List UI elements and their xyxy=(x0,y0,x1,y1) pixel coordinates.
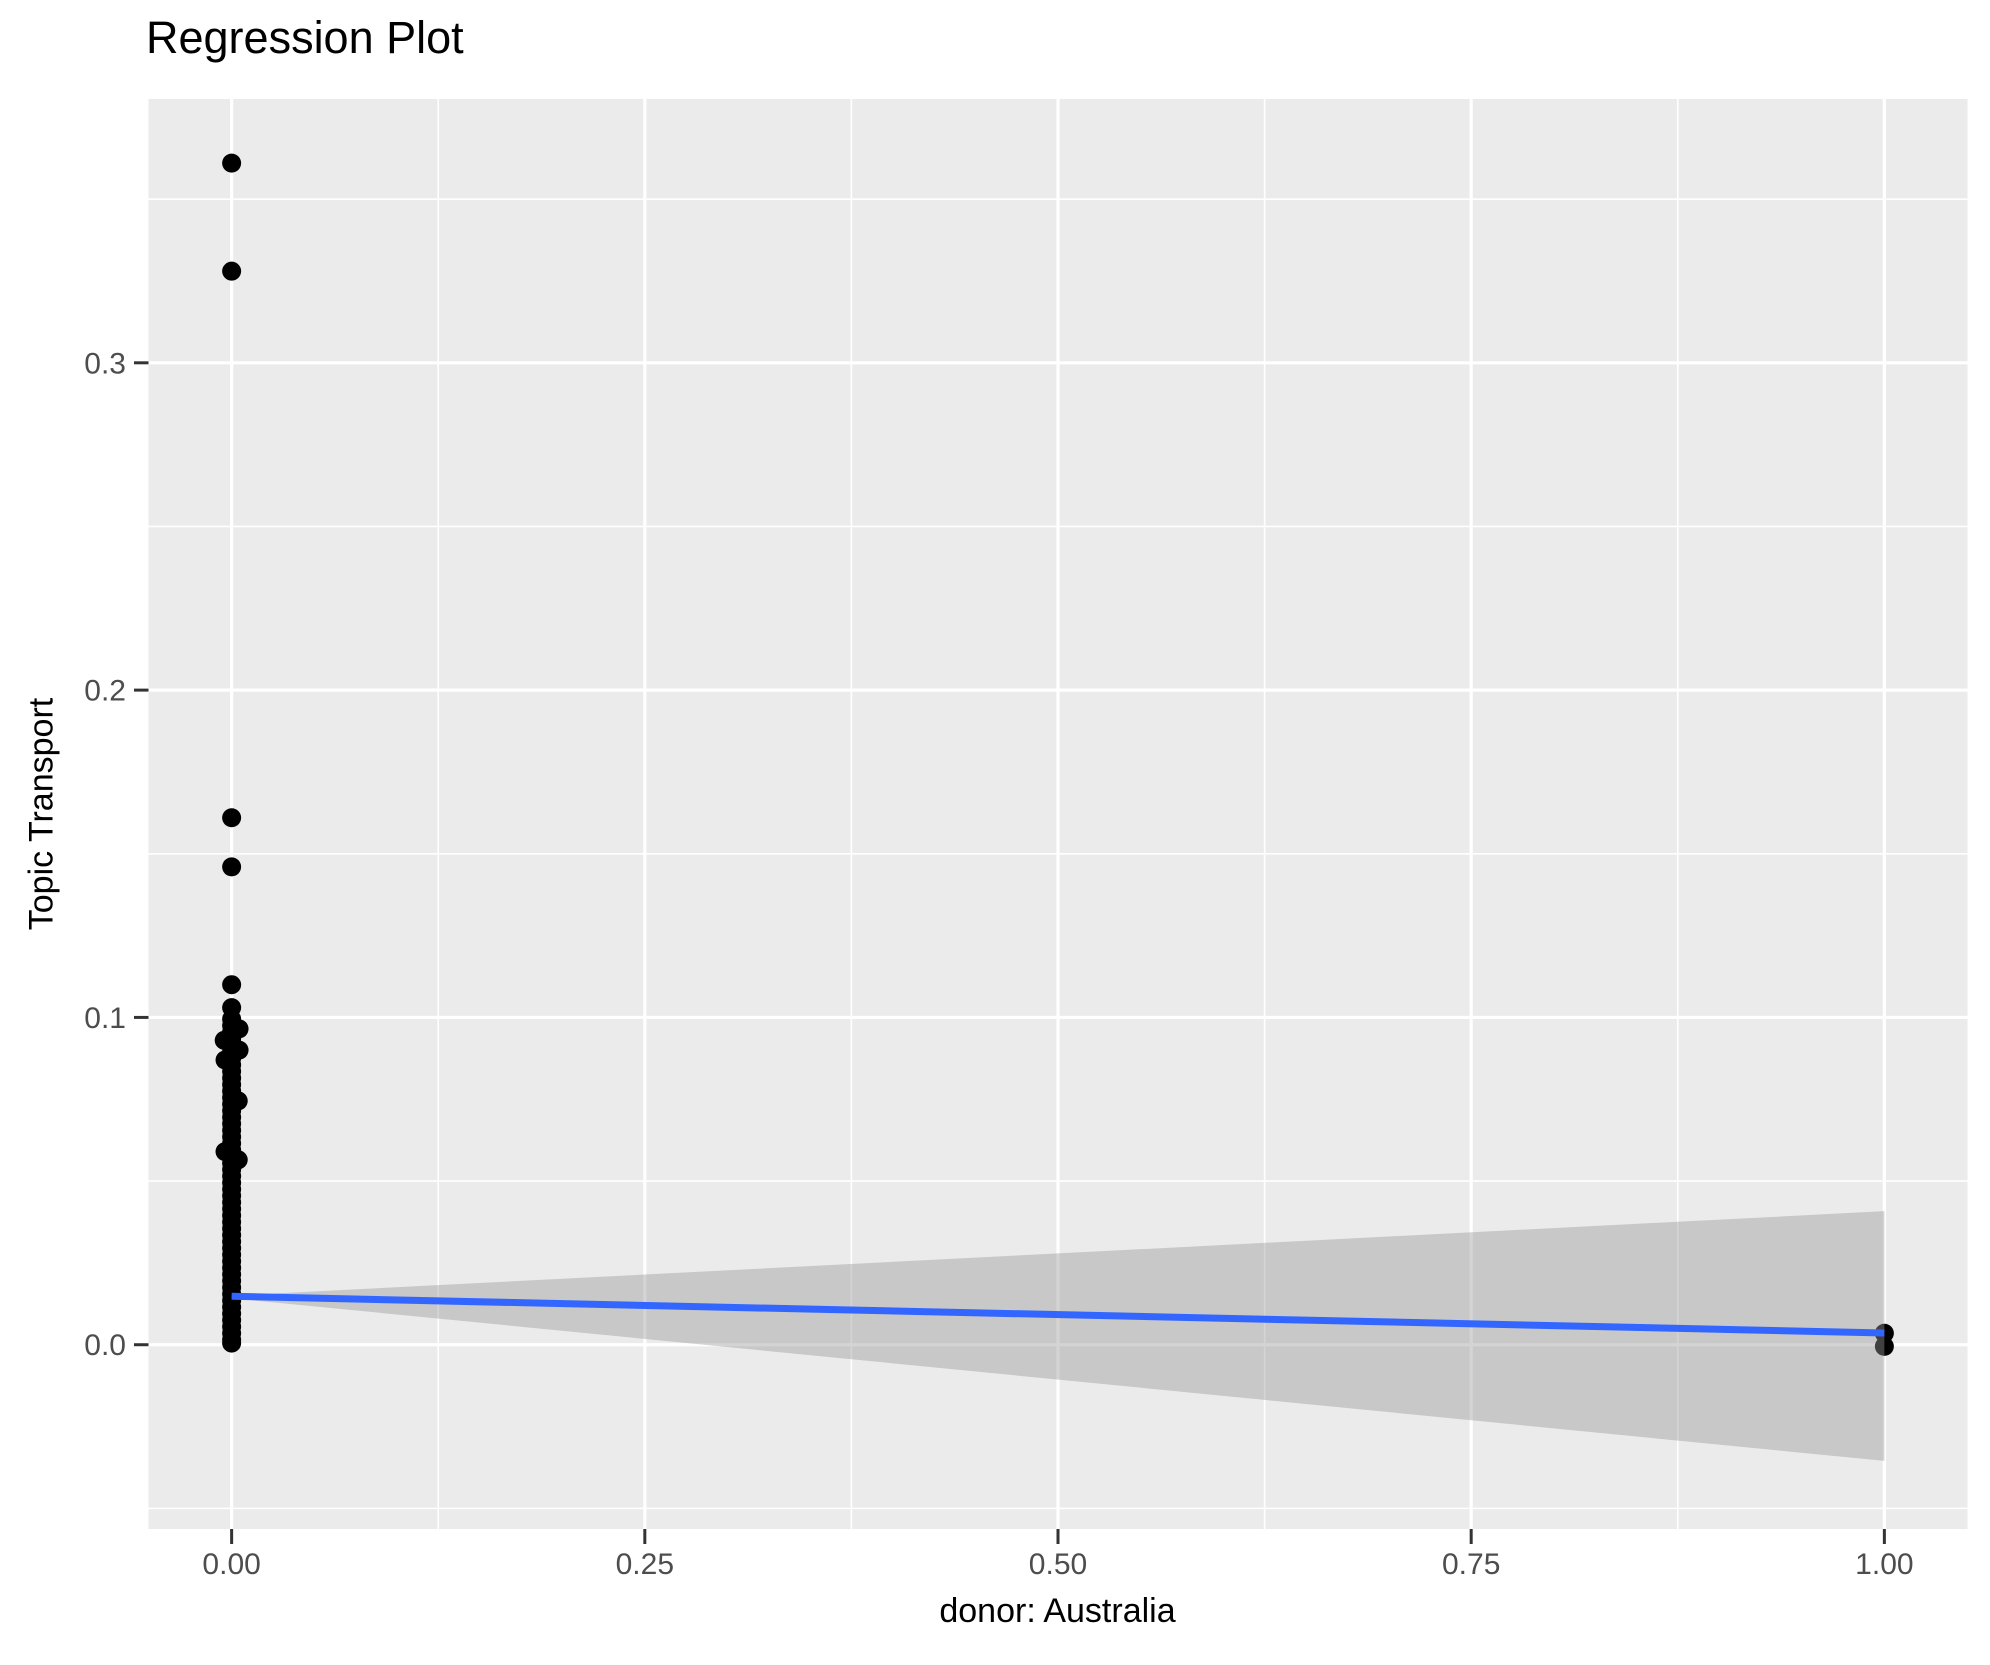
data-point xyxy=(228,1150,248,1170)
y-tick-label: 0.3 xyxy=(84,347,126,380)
y-tick-label: 0.2 xyxy=(84,675,126,708)
data-point xyxy=(229,1019,249,1039)
x-tick-label: 0.00 xyxy=(202,1548,260,1581)
x-tick-label: 0.25 xyxy=(616,1548,674,1581)
data-point xyxy=(229,1040,249,1060)
regression-line xyxy=(231,1292,1885,1337)
data-point xyxy=(222,808,242,828)
x-tick-label: 0.50 xyxy=(1029,1548,1087,1581)
data-point xyxy=(1874,1336,1894,1356)
plot-title: Regression Plot xyxy=(146,12,464,63)
data-point xyxy=(228,1091,248,1111)
data-point xyxy=(222,857,242,877)
data-point xyxy=(222,153,242,173)
data-point xyxy=(222,975,242,995)
confidence-band xyxy=(231,1211,1885,1461)
data-point xyxy=(1874,1323,1894,1343)
data-point xyxy=(214,1030,234,1050)
data-point xyxy=(222,1333,242,1353)
y-tick-label: 0.1 xyxy=(84,1002,126,1035)
data-point xyxy=(222,261,242,281)
x-tick-label: 0.75 xyxy=(1442,1548,1500,1581)
y-tick-label: 0.0 xyxy=(84,1329,126,1362)
data-point xyxy=(215,1050,235,1070)
x-tick-label: 1.00 xyxy=(1855,1548,1913,1581)
x-axis-title: donor: Australia xyxy=(939,1592,1176,1630)
y-axis-title: Topic Transport xyxy=(22,697,61,931)
